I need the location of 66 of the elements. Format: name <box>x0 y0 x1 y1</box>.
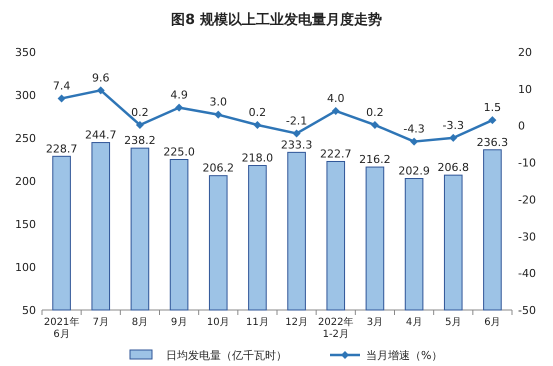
data-label: -3.3 <box>442 118 464 132</box>
data-label: 206.8 <box>438 161 469 174</box>
title: 图8 规模以上工业发电量月度走势 <box>171 12 382 28</box>
point <box>410 138 418 146</box>
data-label: 3.0 <box>210 96 227 109</box>
data-label: 206.2 <box>202 162 234 175</box>
x-tick-label: 9月 <box>170 317 188 328</box>
data-label: 233.3 <box>280 138 312 152</box>
y2-tick-label: -30 <box>518 230 536 244</box>
data-label: 238.2 <box>124 134 156 148</box>
legend-label: 当月增速（%） <box>366 349 442 362</box>
y2-tick-label: 10 <box>518 82 532 96</box>
x-tick-label: 5月 <box>445 317 462 328</box>
legend-label: 日均发电量（亿千瓦时） <box>166 349 287 362</box>
x-tick-label: 2021年 6月 <box>44 316 80 340</box>
data-label: 244.7 <box>85 128 116 142</box>
data-label: 236.3 <box>476 136 508 149</box>
y-tick-label: 300 <box>15 89 36 102</box>
point <box>58 94 66 102</box>
y-tick-label: 350 <box>15 46 36 59</box>
data-label: 218.0 <box>242 152 274 165</box>
y2-tick-label: -20 <box>518 193 536 206</box>
data-label: 4.9 <box>170 88 188 102</box>
x-tick-label: 2022年 1-2月 <box>318 316 354 340</box>
x-tick-label: 10月 <box>206 317 230 328</box>
point <box>175 104 184 112</box>
x-tick-label: 12月 <box>285 317 308 328</box>
point <box>332 106 340 115</box>
point <box>292 129 301 138</box>
point <box>449 134 458 142</box>
y-tick-label: 100 <box>15 261 36 274</box>
data-label: 0.2 <box>248 106 266 119</box>
data-label: 4.0 <box>327 92 344 105</box>
y-tick-label: 150 <box>15 218 36 231</box>
y2-tick-label: 20 <box>518 46 532 59</box>
y2-tick-label: -50 <box>518 304 536 317</box>
data-label: 228.7 <box>46 142 78 156</box>
data-label: 7.4 <box>52 79 70 92</box>
data-label: 202.9 <box>398 164 430 178</box>
point <box>253 120 262 129</box>
x-tick-label: 8月 <box>132 317 148 328</box>
x-tick-label: 4月 <box>406 317 422 328</box>
data-label: 9.6 <box>92 71 110 84</box>
y-tick-label: 250 <box>15 132 36 145</box>
x-tick-label: 3月 <box>366 317 384 328</box>
data-label: 225.0 <box>163 146 195 158</box>
point <box>214 110 222 119</box>
point <box>488 116 496 124</box>
data-label: 222.7 <box>320 147 352 160</box>
y2-tick-label: 0 <box>518 120 525 133</box>
y-tick-label: 200 <box>15 175 36 188</box>
x-tick-label: 11月 <box>246 317 269 328</box>
data-label: -2.1 <box>286 114 308 128</box>
point <box>96 86 105 94</box>
y-tick-label: 50 <box>22 304 36 317</box>
x-tick-label: 7月 <box>92 317 109 328</box>
data-label: -4.3 <box>403 122 425 136</box>
data-label: 0.2 <box>366 106 384 119</box>
point <box>370 120 379 129</box>
y2-tick-label: -40 <box>518 267 536 280</box>
data-label: 216.2 <box>359 153 391 166</box>
y2-tick-label: -10 <box>518 156 536 170</box>
data-label: 0.2 <box>131 106 149 119</box>
x-tick-label: 6月 <box>484 317 501 328</box>
point <box>136 120 144 129</box>
data-label: 1.5 <box>484 101 502 114</box>
